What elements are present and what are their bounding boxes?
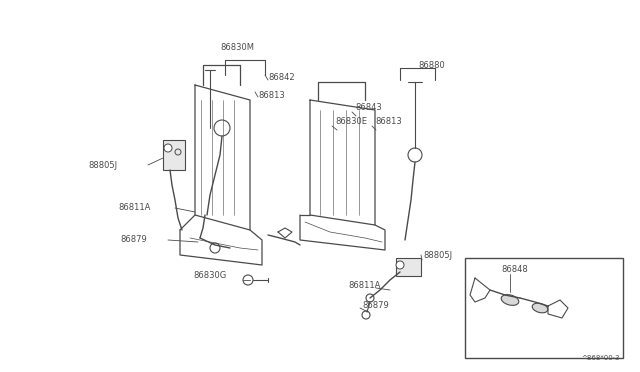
Text: 86811A: 86811A [348, 280, 380, 289]
Ellipse shape [501, 295, 519, 305]
Text: 86830E: 86830E [335, 118, 367, 126]
Text: 86813: 86813 [375, 118, 402, 126]
Text: 88805J: 88805J [88, 160, 117, 170]
Text: 86843: 86843 [355, 103, 381, 112]
Text: 86879: 86879 [120, 235, 147, 244]
Bar [465, 258, 623, 358]
Bar [396, 258, 421, 276]
Circle shape [164, 144, 172, 152]
Text: 88805J: 88805J [423, 250, 452, 260]
Text: 86830M: 86830M [220, 44, 254, 52]
Text: 86880: 86880 [418, 61, 445, 70]
Circle shape [396, 261, 404, 269]
Text: 86813: 86813 [258, 90, 285, 99]
Text: 86848: 86848 [502, 266, 529, 275]
Text: 86830G: 86830G [193, 270, 227, 279]
Bar [163, 140, 185, 170]
Ellipse shape [532, 303, 548, 313]
Text: ^868*00·3: ^868*00·3 [582, 355, 620, 361]
Text: 86842: 86842 [268, 74, 294, 83]
Text: 86811A: 86811A [118, 203, 150, 212]
Text: 86879: 86879 [362, 301, 388, 310]
